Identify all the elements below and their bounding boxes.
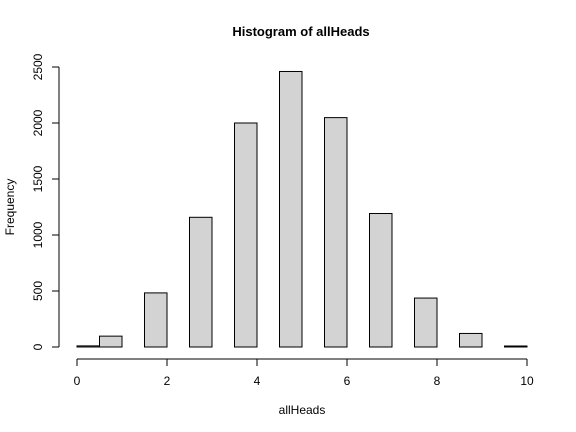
histogram-bar-6 (324, 117, 348, 348)
bars-group (76, 70, 528, 348)
y-tick-label-1000: 1000 (31, 221, 45, 248)
histogram-bar-3 (189, 216, 213, 348)
x-tick-label-2: 2 (164, 374, 171, 388)
x-axis: 0 2 4 6 8 10 (74, 358, 534, 388)
histogram-bar-10 (504, 345, 528, 348)
x-tick-label-4: 4 (254, 374, 261, 388)
y-tick-label-2000: 2000 (31, 109, 45, 136)
histogram-bar-4 (234, 122, 258, 348)
y-axis-title: Frequency (3, 179, 17, 236)
x-axis-title: allHeads (279, 403, 326, 417)
y-tick-label-2500: 2500 (31, 53, 45, 80)
x-tick-label-0: 0 (74, 374, 81, 388)
x-tick-label-10: 10 (520, 374, 534, 388)
x-tick-label-6: 6 (344, 374, 351, 388)
histogram-bar-5 (279, 70, 303, 348)
histogram-bar-0 (76, 345, 100, 348)
histogram-bar-1 (99, 335, 123, 348)
y-tick-label-500: 500 (31, 281, 45, 301)
y-tick-label-0: 0 (31, 343, 45, 350)
y-tick-label-1500: 1500 (31, 165, 45, 192)
x-tick-label-8: 8 (434, 374, 441, 388)
histogram-bar-8 (414, 297, 438, 348)
y-axis: 0 500 1000 1500 2000 2500 (31, 53, 60, 350)
histogram-bar-7 (369, 212, 393, 348)
histogram-bar-9 (459, 332, 483, 348)
histogram-bar-2 (144, 292, 168, 348)
chart-title: Histogram of allHeads (232, 24, 369, 39)
